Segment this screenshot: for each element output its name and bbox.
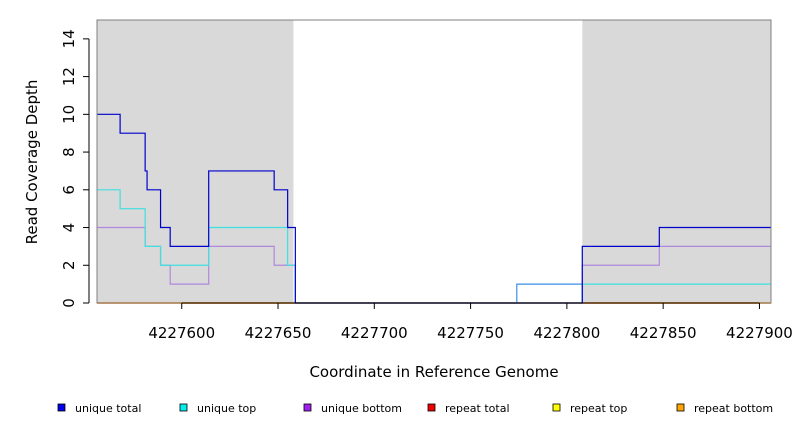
legend-label-repeat-top: repeat top [570, 402, 627, 415]
legend-swatch-repeat-bottom [676, 403, 685, 412]
y-tick-label-6: 12 [60, 67, 78, 86]
legend: unique total unique top unique bottom repea… [57, 402, 773, 415]
x-tick-label-4: 4227800 [533, 324, 600, 342]
x-tick-label-6: 4227900 [726, 324, 792, 342]
y-axis: 0 2 4 6 8 10 12 14 [60, 29, 90, 308]
series-line-unique-total [97, 113, 771, 304]
y-tick-label-1: 2 [60, 260, 78, 270]
legend-label-repeat-bottom: repeat bottom [694, 402, 773, 415]
x-axis: 4227600 4227650 4227700 4227750 4227800 42278… [148, 302, 792, 342]
y-tick-label-7: 14 [60, 29, 78, 48]
shaded-region-1 [582, 20, 771, 303]
y-tick-label-0: 0 [60, 298, 78, 308]
legend-label-unique-top: unique top [197, 402, 256, 415]
legend-swatch-unique-bottom [303, 403, 312, 412]
series-line-extra-6 [295, 283, 583, 304]
legend-swatch-unique-total [57, 403, 66, 412]
x-tick-label-5: 4227850 [630, 324, 697, 342]
x-tick-label-3: 4227750 [437, 324, 504, 342]
y-tick-label-2: 4 [60, 223, 78, 233]
y-axis-title: Read Coverage Depth [23, 80, 41, 245]
y-tick-label-4: 8 [60, 147, 78, 157]
legend-swatch-unique-top [179, 403, 188, 412]
legend-label-unique-total: unique total [75, 402, 141, 415]
legend-label-unique-bottom: unique bottom [321, 402, 402, 415]
legend-swatch-repeat-total [427, 403, 436, 412]
y-tick-label-3: 6 [60, 185, 78, 195]
x-tick-label-1: 4227650 [245, 324, 312, 342]
legend-swatch-repeat-top [552, 403, 561, 412]
shaded-regions [97, 20, 771, 303]
x-tick-label-0: 4227600 [148, 324, 215, 342]
shaded-region-0 [97, 20, 294, 303]
legend-label-repeat-total: repeat total [445, 402, 510, 415]
x-tick-label-2: 4227700 [341, 324, 408, 342]
x-axis-title: Coordinate in Reference Genome [309, 363, 558, 381]
y-tick-label-5: 10 [60, 105, 78, 124]
